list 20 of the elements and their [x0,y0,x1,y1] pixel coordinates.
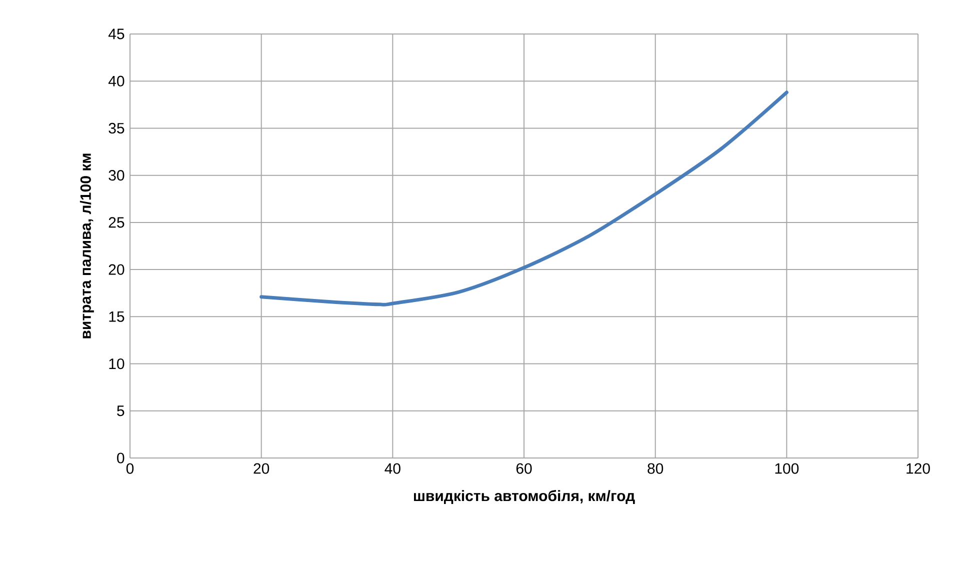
x-tick-label: 20 [254,463,270,474]
line-series [260,90,788,306]
y-tick-label: 30 [108,170,124,181]
y-tick-label: 20 [108,264,124,275]
y-tick-label: 25 [108,217,124,228]
x-axis-title: швидкість автомобіля, км/год [414,490,635,504]
x-tick-label: 60 [516,463,532,474]
y-tick-label: 45 [108,28,124,40]
x-tick-label: 0 [126,463,134,474]
y-tick-label: 0 [117,452,124,464]
y-tick-label: 35 [108,122,124,134]
y-tick-label: 5 [117,406,124,416]
x-tick-label: 120 [906,463,930,474]
x-tick-label: 80 [648,463,664,474]
x-tick-label: 100 [775,463,799,474]
y-axis-title: витрата палива, л/100 км [80,154,94,338]
y-tick-label: 40 [108,76,124,86]
x-tick-label: 40 [384,463,400,474]
y-tick-label: 10 [109,358,124,370]
y-tick-label: 15 [109,311,124,322]
